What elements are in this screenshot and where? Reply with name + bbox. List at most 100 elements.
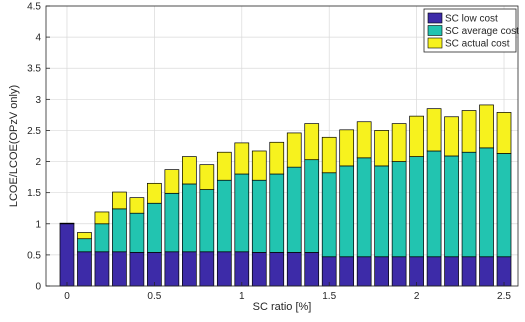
bar-segment bbox=[444, 116, 459, 157]
y-tick-label: 4.5 bbox=[27, 2, 41, 13]
bar-segment bbox=[391, 161, 407, 258]
bar-segment bbox=[374, 256, 389, 287]
bar-segment bbox=[461, 256, 477, 287]
bar-stack bbox=[321, 136, 337, 287]
bar-stack bbox=[374, 130, 389, 287]
x-tick-label: 0 bbox=[64, 291, 70, 302]
bar-segment bbox=[356, 256, 372, 287]
x-tick-label: 2.5 bbox=[497, 291, 511, 302]
bar-segment bbox=[321, 256, 337, 287]
bar-segment bbox=[129, 197, 145, 214]
bar-segment bbox=[234, 173, 250, 253]
y-tick-label: 0.5 bbox=[27, 250, 41, 261]
bar-segment bbox=[409, 156, 424, 258]
bar-stack bbox=[479, 104, 494, 287]
bar-stack bbox=[496, 112, 512, 287]
bar-segment bbox=[496, 153, 512, 258]
bar-segment bbox=[321, 136, 337, 174]
legend-swatch bbox=[427, 25, 443, 36]
bar-stack bbox=[77, 232, 92, 287]
bar-stack bbox=[286, 132, 302, 287]
bar-stack bbox=[234, 142, 250, 287]
bar-stack bbox=[94, 211, 110, 287]
bar-segment bbox=[129, 212, 145, 253]
bar-segment bbox=[374, 165, 389, 258]
bar-segment bbox=[216, 151, 232, 181]
bar-segment bbox=[444, 155, 459, 258]
bar-segment bbox=[286, 132, 302, 168]
bar-segment bbox=[251, 179, 267, 253]
bar-segment bbox=[286, 166, 302, 253]
x-tick-label: 1 bbox=[239, 291, 245, 302]
bar-segment bbox=[94, 211, 110, 225]
legend-label: SC average cost bbox=[445, 26, 519, 37]
bar-segment bbox=[479, 147, 494, 258]
bar-segment bbox=[269, 173, 285, 253]
bar-segment bbox=[164, 251, 180, 287]
bar-segment bbox=[304, 252, 320, 287]
bar-segment bbox=[182, 156, 197, 185]
bar-stack bbox=[304, 123, 320, 287]
bar-segment bbox=[59, 223, 75, 287]
bar-stack bbox=[461, 110, 477, 287]
bar-segment bbox=[77, 251, 92, 287]
bar-segment bbox=[444, 256, 459, 287]
x-tick-label: 0.5 bbox=[147, 291, 161, 302]
bar-segment bbox=[356, 121, 372, 159]
bar-segment bbox=[426, 256, 442, 287]
bar-segment bbox=[321, 172, 337, 258]
x-tick-label: 1.5 bbox=[322, 291, 336, 302]
bar-segment bbox=[356, 157, 372, 258]
y-axis-label: LCOE/LCOE(OPzV only) bbox=[8, 85, 20, 207]
legend-label: SC actual cost bbox=[445, 39, 510, 50]
bar-segment bbox=[147, 182, 162, 204]
bar-stack bbox=[147, 182, 162, 287]
bar-segment bbox=[112, 191, 127, 210]
legend-label: SC low cost bbox=[445, 14, 498, 25]
bar-segment bbox=[374, 130, 389, 167]
bar-segment bbox=[426, 108, 442, 152]
bar-stack bbox=[112, 191, 127, 287]
bar-stack bbox=[426, 108, 442, 287]
bar-segment bbox=[199, 189, 215, 253]
bar-segment bbox=[112, 208, 127, 253]
bar-segment bbox=[286, 252, 302, 287]
bar-segment bbox=[269, 141, 285, 175]
plot-frame bbox=[45, 5, 519, 287]
bar-segment bbox=[112, 251, 127, 287]
y-tick-label: 1.5 bbox=[27, 188, 41, 199]
bar-segment bbox=[94, 223, 110, 253]
bar-stack bbox=[182, 156, 197, 287]
bar-segment bbox=[251, 150, 267, 181]
bar-stack bbox=[164, 169, 180, 287]
y-tick-label: 1 bbox=[35, 219, 41, 230]
x-tick-label: 2 bbox=[414, 291, 420, 302]
bar-segment bbox=[409, 256, 424, 287]
bar-segment bbox=[164, 169, 180, 194]
bar-segment bbox=[461, 110, 477, 153]
legend-swatch bbox=[427, 12, 443, 24]
bar-stack bbox=[391, 123, 407, 287]
bar-stacks bbox=[59, 104, 512, 287]
bar-segment bbox=[391, 256, 407, 287]
bar-segment bbox=[269, 252, 285, 287]
bar-segment bbox=[479, 104, 494, 149]
bar-segment bbox=[94, 251, 110, 287]
bar-segment bbox=[234, 251, 250, 287]
bar-segment bbox=[391, 123, 407, 162]
bar-segment bbox=[164, 192, 180, 253]
bar-stack bbox=[444, 116, 459, 287]
y-tick-label: 4 bbox=[35, 33, 41, 44]
y-tick-label: 3.5 bbox=[27, 64, 41, 75]
bar-segment bbox=[461, 151, 477, 258]
bar-segment bbox=[479, 256, 494, 287]
bar-stack bbox=[129, 197, 145, 287]
bar-segment bbox=[496, 256, 512, 287]
bar-stack bbox=[356, 121, 372, 287]
y-tick-label: 2.5 bbox=[27, 126, 41, 137]
bar-segment bbox=[147, 252, 162, 287]
bar-segment bbox=[426, 150, 442, 258]
bar-segment bbox=[182, 251, 197, 287]
bar-segment bbox=[251, 252, 267, 287]
